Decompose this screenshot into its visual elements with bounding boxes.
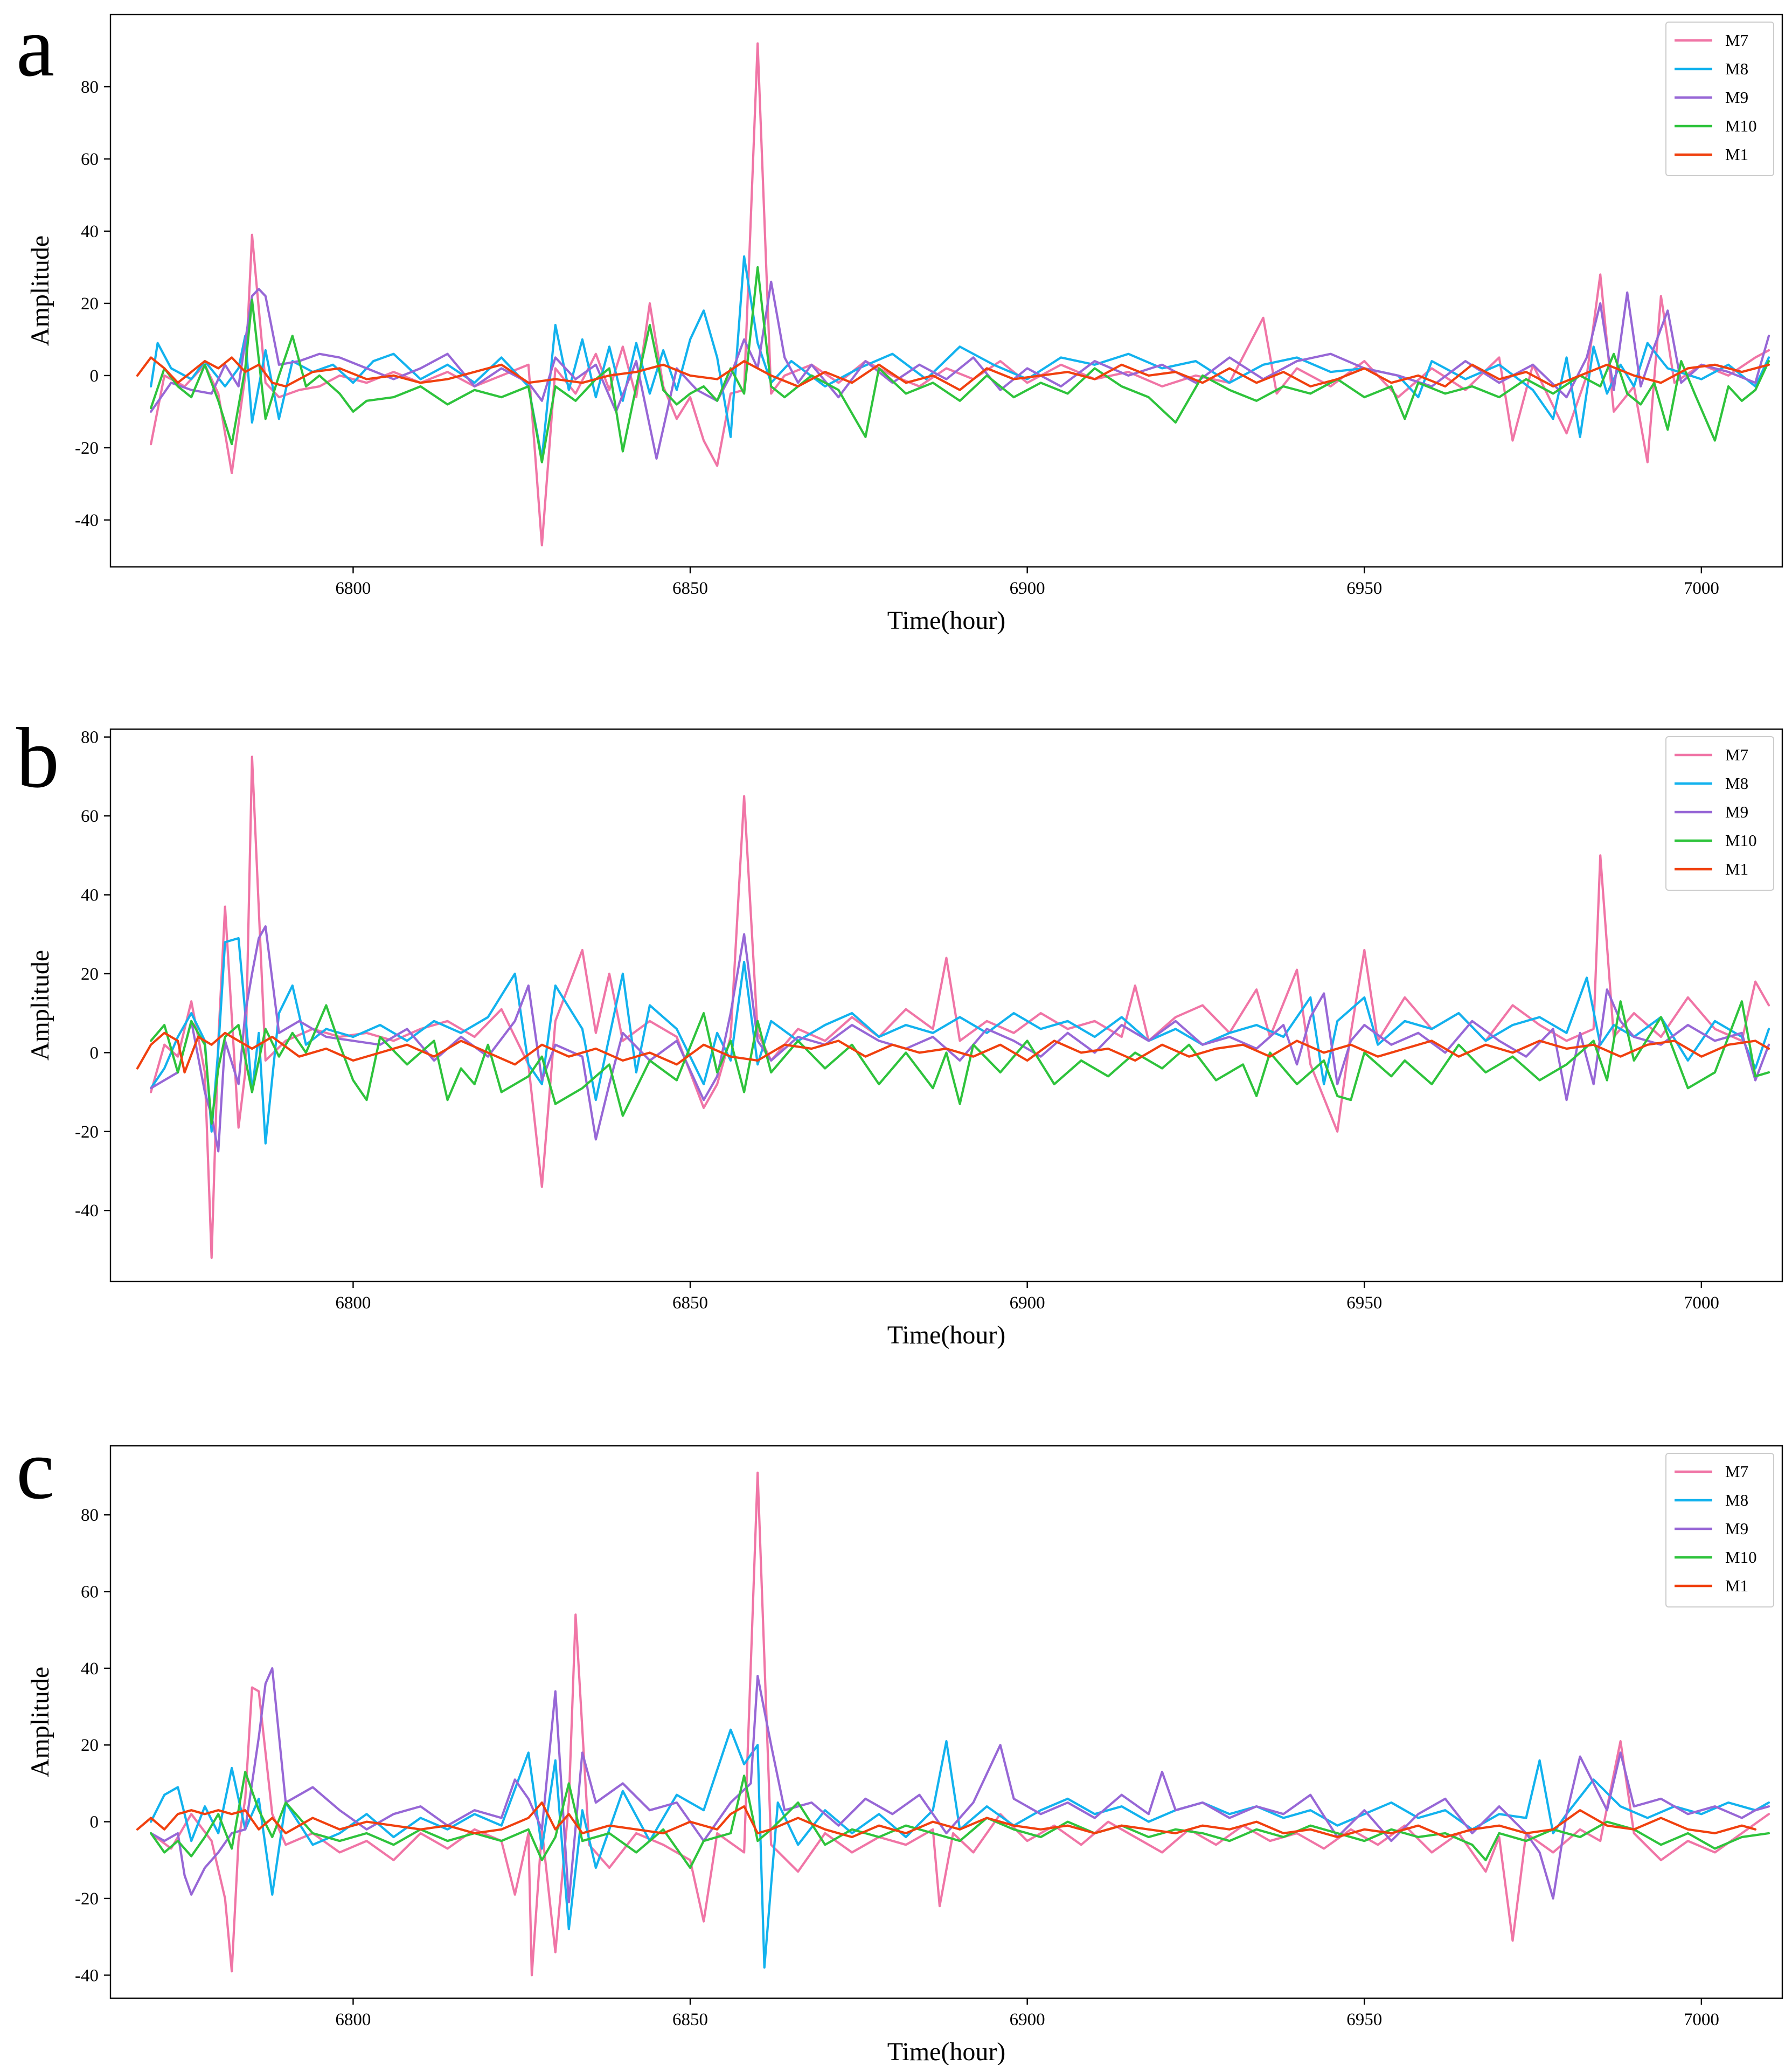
legend-box xyxy=(1665,22,1774,176)
x-tick-label: 6800 xyxy=(335,579,371,598)
y-tick-label: 60 xyxy=(81,1582,99,1602)
legend-label-m10: M10 xyxy=(1725,831,1757,850)
legend-label-m8: M8 xyxy=(1725,1491,1748,1509)
plot-frame xyxy=(109,13,1783,568)
legend-label-m10: M10 xyxy=(1725,1548,1757,1567)
series-group xyxy=(136,756,1770,1259)
legend-label-m7: M7 xyxy=(1725,31,1748,50)
legend-label-m9: M9 xyxy=(1725,802,1748,821)
series-line-m10 xyxy=(150,1770,1770,1869)
y-tick-label: -40 xyxy=(75,1201,99,1221)
legend-box xyxy=(1665,1453,1774,1607)
x-tick-label: 7000 xyxy=(1684,579,1719,598)
legend-box xyxy=(1665,736,1774,891)
y-tick-label: -20 xyxy=(75,1889,99,1909)
panel-label-a: a xyxy=(16,0,54,94)
x-tick-label: 6800 xyxy=(335,1293,371,1313)
x-tick-label: 6850 xyxy=(672,579,708,598)
panel-c: c 6800 6850 6900 6950 7000 -40 -20 0 20 40 60 80 Time… xyxy=(16,1421,1783,2065)
y-tick-label: 80 xyxy=(81,728,99,747)
x-axis-label: Time(hour) xyxy=(887,1321,1006,1349)
x-tick-label: 6950 xyxy=(1346,2010,1382,2029)
x-tick-label: 6950 xyxy=(1346,1293,1382,1313)
y-tick-label: -20 xyxy=(75,1122,99,1142)
y-tick-label: 20 xyxy=(81,294,99,314)
series-line-m8 xyxy=(150,1728,1770,1969)
y-tick-label: 20 xyxy=(81,965,99,984)
y-axis-label: Amplitude xyxy=(26,235,54,346)
y-tick-label: 60 xyxy=(81,807,99,826)
y-tick-label: 20 xyxy=(81,1736,99,1755)
x-tick-label: 6900 xyxy=(1010,2010,1045,2029)
panel-label-c: c xyxy=(16,1421,54,1517)
legend: M7 M8 M9 M10 M1 xyxy=(1665,736,1774,891)
x-axis-label: Time(hour) xyxy=(887,2038,1006,2065)
x-tick-label: 6950 xyxy=(1346,579,1382,598)
legend-label-m10: M10 xyxy=(1725,116,1757,135)
series-group xyxy=(136,42,1770,546)
y-tick-label: -20 xyxy=(75,439,99,458)
series-line-m1 xyxy=(136,1031,1770,1074)
legend: M7 M8 M9 M10 M1 xyxy=(1665,1453,1774,1607)
series-line-m9 xyxy=(150,925,1770,1153)
y-tick-label: 80 xyxy=(81,78,99,97)
y-tick-label: -40 xyxy=(75,1966,99,1985)
series-line-m1 xyxy=(136,356,1770,391)
x-tick-label: 6800 xyxy=(335,2010,371,2029)
legend-label-m8: M8 xyxy=(1725,774,1748,793)
panel-a: a 6800 6850 6900 6950 7000 -40 -20 0 20 40 60 80 Time… xyxy=(16,0,1783,635)
panel-b: b 6800 6850 6900 6950 7000 -40 -20 0 20 40 60 80 Time… xyxy=(16,710,1783,1349)
legend-label-m7: M7 xyxy=(1725,1462,1748,1481)
x-tick-label: 6900 xyxy=(1010,579,1045,598)
legend-label-m7: M7 xyxy=(1725,745,1748,764)
series-line-m8 xyxy=(150,937,1770,1145)
legend-label-m1: M1 xyxy=(1725,145,1748,164)
legend-label-m1: M1 xyxy=(1725,860,1748,878)
x-tick-label: 6850 xyxy=(672,1293,708,1313)
plot-frame xyxy=(109,1445,1783,1999)
legend-label-m8: M8 xyxy=(1725,59,1748,78)
series-line-m9 xyxy=(150,1667,1770,1904)
y-tick-label: 0 xyxy=(90,1813,99,1832)
x-tick-label: 6900 xyxy=(1010,1293,1045,1313)
x-tick-label: 7000 xyxy=(1684,2010,1719,2029)
y-tick-label: 0 xyxy=(90,1043,99,1063)
legend-label-m9: M9 xyxy=(1725,1519,1748,1538)
series-group xyxy=(136,1471,1770,1977)
series-line-m8 xyxy=(150,255,1770,460)
y-tick-label: 40 xyxy=(81,886,99,905)
legend-label-m1: M1 xyxy=(1725,1576,1748,1595)
series-line-m10 xyxy=(150,1000,1770,1125)
y-tick-label: 40 xyxy=(81,1659,99,1679)
y-tick-label: 60 xyxy=(81,150,99,169)
x-axis-label: Time(hour) xyxy=(887,606,1006,635)
y-tick-label: 40 xyxy=(81,222,99,241)
series-line-m7 xyxy=(150,1471,1770,1977)
legend: M7 M8 M9 M10 M1 xyxy=(1665,22,1774,176)
y-axis-label: Amplitude xyxy=(26,1667,54,1777)
series-line-m7 xyxy=(150,42,1770,546)
y-axis-label: Amplitude xyxy=(26,950,54,1061)
x-tick-label: 6850 xyxy=(672,2010,708,2029)
x-tick-label: 7000 xyxy=(1684,1293,1719,1313)
y-tick-label: 0 xyxy=(90,366,99,386)
y-tick-label: 80 xyxy=(81,1506,99,1525)
legend-label-m9: M9 xyxy=(1725,88,1748,107)
panel-label-b: b xyxy=(16,710,59,806)
series-line-m10 xyxy=(150,266,1770,463)
series-line-m9 xyxy=(150,280,1770,460)
y-tick-label: -40 xyxy=(75,511,99,530)
plot-frame xyxy=(109,728,1783,1283)
series-line-m1 xyxy=(136,1801,1757,1839)
